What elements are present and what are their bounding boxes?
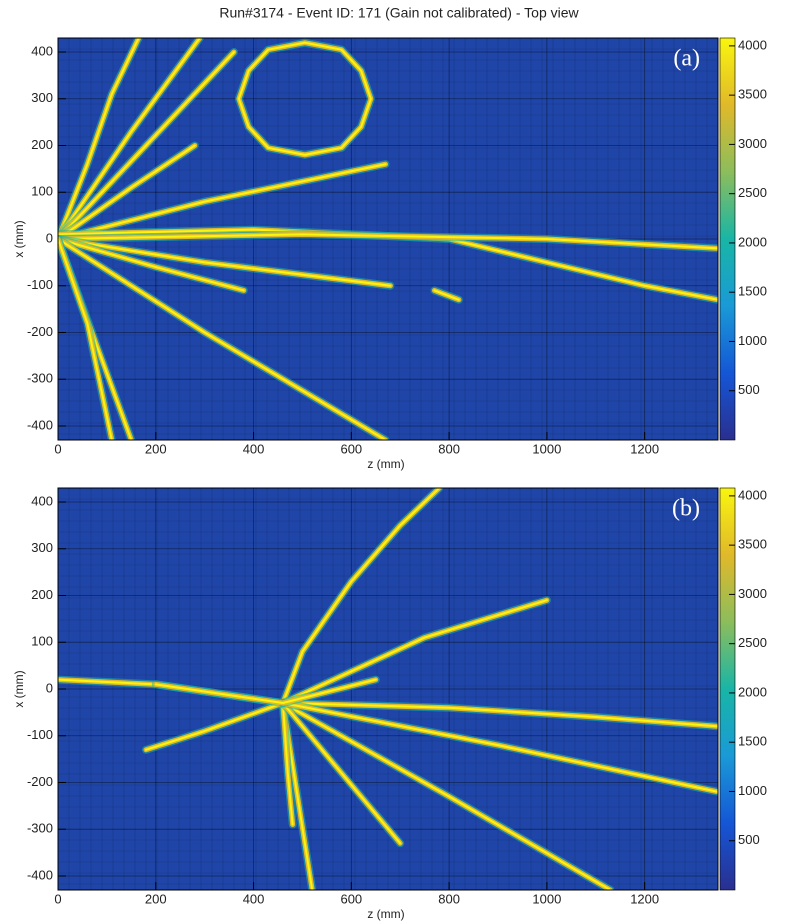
x-tick-label: 200 [145,441,167,456]
x-tick-label: 800 [438,891,460,906]
plot-frame [57,37,719,441]
track-core [58,144,196,240]
track-core [58,51,235,240]
track-core [281,702,718,728]
track-core [154,678,377,705]
tracks [58,488,718,890]
colorbar [719,37,736,441]
y-tick-label: -400 [27,867,53,882]
x-tick-label: 800 [438,441,460,456]
x-tick-label: 200 [145,891,167,906]
track-core [281,702,718,793]
colorbar-tick-label: 2500 [738,185,767,200]
colorbar [719,487,736,891]
panel-label: (a) [673,46,700,72]
y-tick-label: 0 [46,230,53,245]
track-core [281,599,548,705]
y-tick-label: -400 [27,417,53,432]
y-tick-label: -100 [27,277,53,292]
colorbar-tick-label: 4000 [738,487,767,502]
track-core [58,238,387,440]
y-tick-label: 400 [31,493,53,508]
colorbar-tick-label: 500 [738,832,760,847]
colorbar-tick-label: 500 [738,382,760,397]
colorbar-tick-label: 4000 [738,37,767,52]
colorbar-tick-label: 2000 [738,684,767,699]
track-core [145,702,284,751]
panel-label: (b) [672,496,700,522]
x-tick-label: 400 [243,441,265,456]
colorbar-tick-label: 1500 [738,734,767,749]
chart-title: Run#3174 - Event ID: 171 (Gain not calib… [219,5,579,21]
tracks [58,38,718,440]
colorbar-tick-label: 3500 [738,537,767,552]
track-core [58,233,718,250]
x-tick-label: 1000 [532,891,561,906]
track-core [58,38,140,240]
track-core [237,41,372,156]
colorbar-tick-label: 1000 [738,333,767,348]
x-axis-label: z (mm) [367,907,404,921]
track-core [281,702,612,890]
y-axis-label: x (mm) [12,670,26,707]
colorbar-tick-label: 1000 [738,783,767,798]
x-axis-label: z (mm) [367,457,404,471]
y-tick-label: -100 [27,727,53,742]
y-axis-label: x (mm) [12,220,26,257]
x-tick-label: 600 [340,441,362,456]
colorbar-tick-label: 2500 [738,635,767,650]
y-tick-label: 100 [31,184,53,199]
y-tick-label: 400 [31,43,53,58]
colorbar-tick-label: 1500 [738,284,767,299]
track-core [58,238,392,287]
track-core [281,488,441,705]
x-tick-label: 400 [243,891,265,906]
x-tick-label: 1200 [630,441,659,456]
colorbar-tick-label: 2000 [738,234,767,249]
y-tick-label: 100 [31,634,53,649]
track-core [281,702,402,845]
y-tick-label: 200 [31,587,53,602]
colorbar-tick-label: 3500 [738,87,767,102]
x-tick-label: 1000 [532,441,561,456]
x-tick-label: 1200 [630,891,659,906]
track-core [433,289,460,301]
x-tick-label: 0 [54,891,61,906]
x-tick-label: 600 [340,891,362,906]
colorbar-tick-label: 3000 [738,586,767,601]
x-tick-label: 0 [54,441,61,456]
track-core [58,38,201,240]
y-tick-label: -200 [27,324,53,339]
y-tick-label: 300 [31,90,53,105]
y-tick-label: 200 [31,137,53,152]
y-tick-label: -200 [27,774,53,789]
y-tick-label: 0 [46,680,53,695]
track-core [281,702,294,826]
y-tick-label: 300 [31,540,53,555]
y-tick-label: -300 [27,371,53,386]
y-tick-label: -300 [27,821,53,836]
plot-frame [57,487,719,891]
track-core [58,163,387,240]
track-core [58,238,113,440]
track-core [58,238,245,292]
track-core [58,228,718,301]
colorbar-tick-label: 3000 [738,136,767,151]
